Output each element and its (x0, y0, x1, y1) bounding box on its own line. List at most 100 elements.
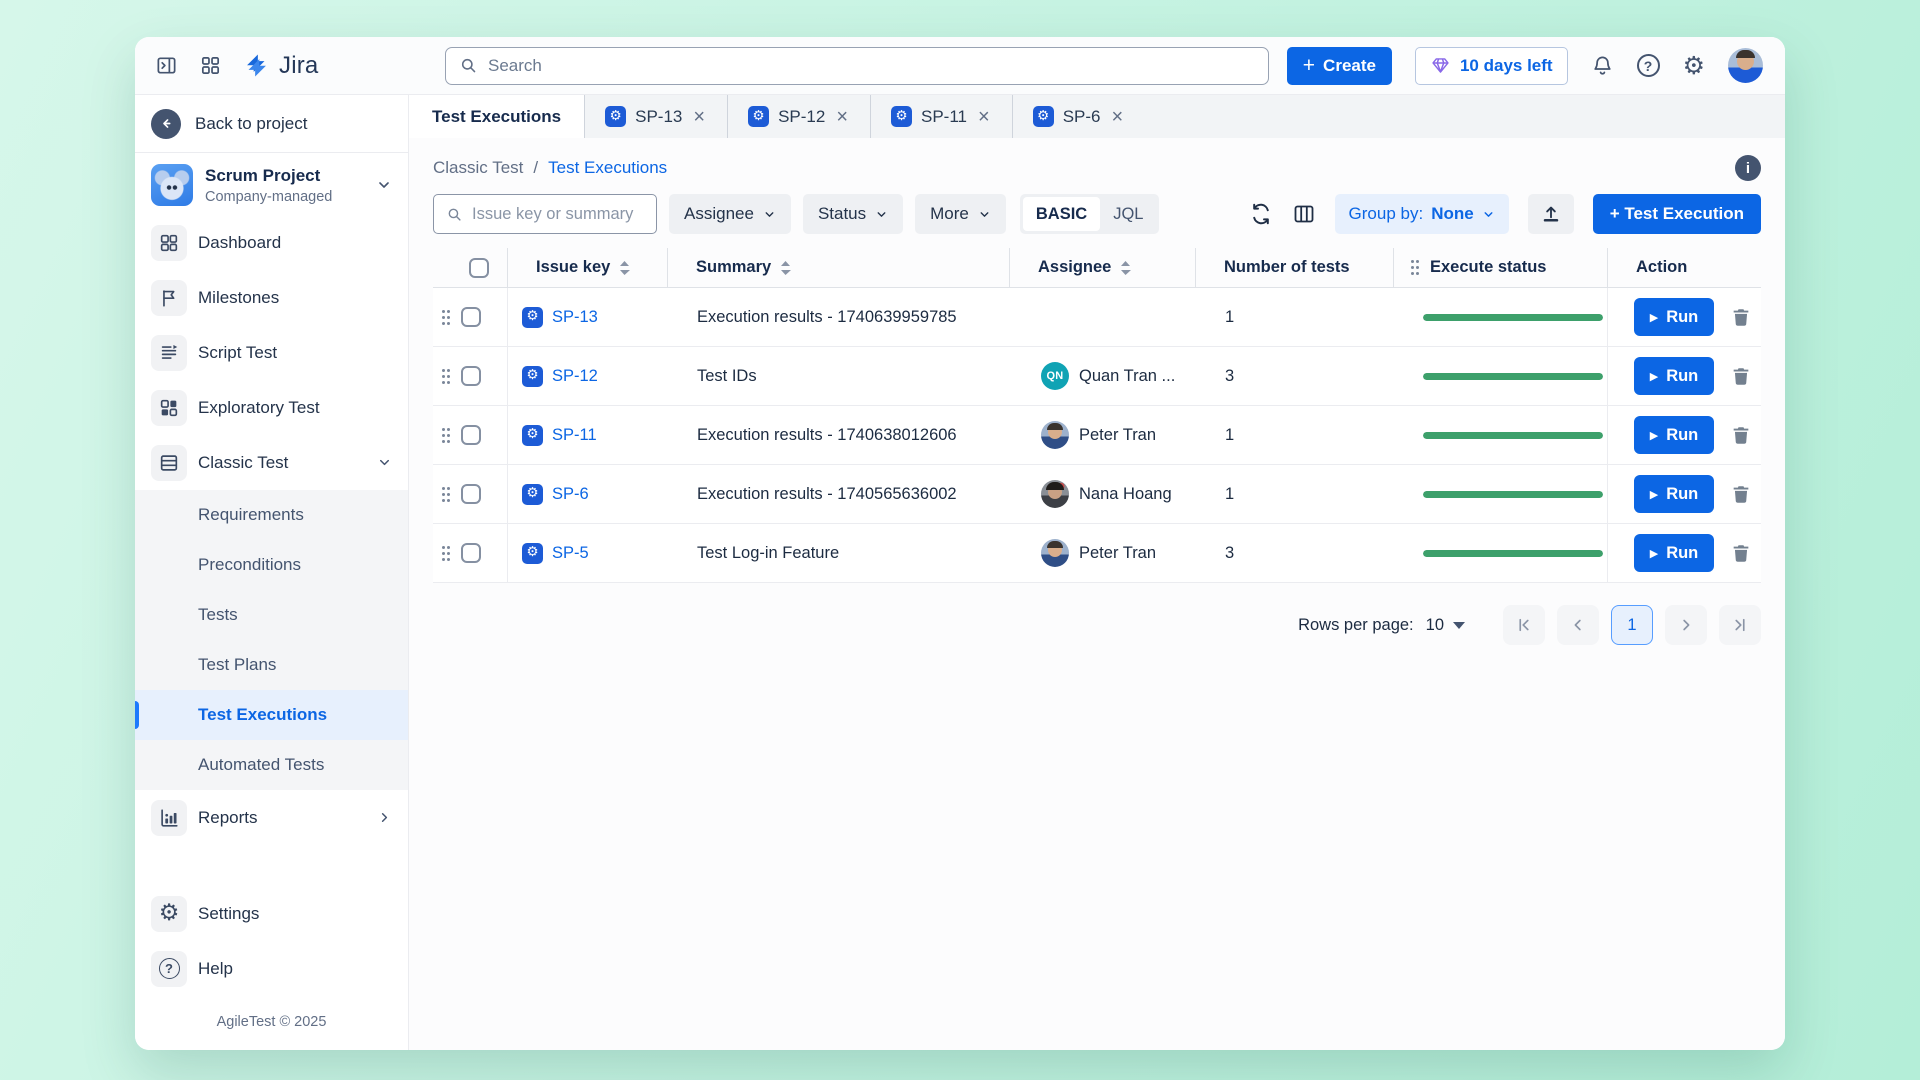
issue-key-link[interactable]: SP-13 (552, 308, 598, 327)
close-icon[interactable]: × (691, 105, 707, 129)
help-icon[interactable]: ? (1637, 54, 1660, 77)
info-icon[interactable]: i (1735, 155, 1761, 181)
avatar (1041, 539, 1069, 567)
status-filter-dropdown[interactable]: Status (803, 194, 903, 234)
sort-icon (1120, 260, 1131, 276)
column-header-issue-key[interactable]: Issue key (507, 248, 667, 287)
settings-gear-icon[interactable]: ⚙ (1683, 53, 1705, 78)
issue-filter-search[interactable] (433, 194, 657, 234)
sidebar-item-tests[interactable]: Tests (135, 590, 408, 640)
sidebar-item-help[interactable]: ? Help (135, 941, 408, 996)
close-icon[interactable]: × (976, 105, 992, 129)
issue-key-link[interactable]: SP-12 (552, 367, 598, 386)
first-page-button[interactable] (1503, 605, 1545, 645)
tab-sp-11[interactable]: ⚙ SP-11 × (870, 95, 1012, 138)
sidebar-item-reports[interactable]: Reports (135, 790, 408, 845)
row-checkbox[interactable] (461, 484, 481, 504)
run-button[interactable]: ▶Run (1634, 357, 1714, 395)
run-button[interactable]: ▶Run (1634, 298, 1714, 336)
drag-handle-icon[interactable] (441, 427, 451, 444)
issue-filter-input[interactable] (472, 205, 644, 224)
trial-days-left-button[interactable]: 10 days left (1415, 47, 1568, 85)
project-switcher[interactable]: Scrum Project Company-managed (135, 153, 408, 215)
sidebar-item-script-test[interactable]: Script Test (135, 325, 408, 380)
sidebar-item-classic-test[interactable]: Classic Test (135, 435, 408, 490)
delete-icon[interactable] (1730, 542, 1752, 564)
jira-logo[interactable]: Jira (243, 52, 318, 80)
row-checkbox[interactable] (461, 543, 481, 563)
issue-key-link[interactable]: SP-5 (552, 544, 589, 563)
assignee-cell: Peter Tran (1009, 406, 1195, 464)
next-page-button[interactable] (1665, 605, 1707, 645)
chevron-right-icon (377, 810, 392, 825)
back-to-project-button[interactable]: Back to project (135, 95, 408, 153)
summary-cell: Execution results - 1740639959785 (667, 288, 1009, 346)
page-number-button[interactable]: 1 (1611, 605, 1653, 645)
issue-key-link[interactable]: SP-6 (552, 485, 589, 504)
drag-handle-icon[interactable] (441, 368, 451, 385)
delete-icon[interactable] (1730, 483, 1752, 505)
run-button[interactable]: ▶Run (1634, 475, 1714, 513)
sidebar-item-requirements[interactable]: Requirements (135, 490, 408, 540)
close-icon[interactable]: × (1109, 105, 1125, 129)
question-icon: ? (151, 951, 187, 987)
tab-test-executions[interactable]: Test Executions (409, 95, 584, 138)
breadcrumb-parent[interactable]: Classic Test (433, 158, 523, 178)
mode-basic[interactable]: BASIC (1023, 197, 1100, 231)
assignee-filter-dropdown[interactable]: Assignee (669, 194, 791, 234)
close-icon[interactable]: × (834, 105, 850, 129)
global-search[interactable] (445, 47, 1269, 85)
avatar (1041, 421, 1069, 449)
sidebar-item-dashboard[interactable]: Dashboard (135, 215, 408, 270)
row-checkbox[interactable] (461, 425, 481, 445)
sidebar-item-test-executions[interactable]: Test Executions (135, 690, 408, 740)
search-icon (459, 56, 478, 75)
drag-handle-icon[interactable] (441, 486, 451, 503)
add-test-execution-button[interactable]: + Test Execution (1593, 194, 1761, 234)
column-header-number-of-tests[interactable]: Number of tests (1195, 248, 1393, 287)
breadcrumb-current[interactable]: Test Executions (548, 158, 667, 178)
notifications-bell-icon[interactable] (1591, 54, 1614, 77)
columns-icon[interactable] (1292, 202, 1316, 226)
table-row: ⚙ SP-13 Execution results - 174063995978… (433, 288, 1761, 347)
row-checkbox[interactable] (461, 366, 481, 386)
create-button[interactable]: + Create (1287, 47, 1392, 85)
drag-handle-icon[interactable] (441, 309, 451, 326)
run-button[interactable]: ▶Run (1634, 534, 1714, 572)
run-button[interactable]: ▶Run (1634, 416, 1714, 454)
row-checkbox[interactable] (461, 307, 481, 327)
column-header-summary[interactable]: Summary (667, 248, 1009, 287)
select-all-checkbox[interactable] (469, 258, 489, 278)
mode-jql[interactable]: JQL (1100, 205, 1156, 224)
last-page-button[interactable] (1719, 605, 1761, 645)
tab-sp-12[interactable]: ⚙ SP-12 × (727, 95, 870, 138)
delete-icon[interactable] (1730, 424, 1752, 446)
sidebar-item-exploratory-test[interactable]: Exploratory Test (135, 380, 408, 435)
sidebar-item-milestones[interactable]: Milestones (135, 270, 408, 325)
number-of-tests-cell: 1 (1195, 288, 1393, 346)
issue-key-link[interactable]: SP-11 (552, 426, 597, 445)
rows-per-page-value[interactable]: 10 (1426, 616, 1444, 635)
export-button[interactable] (1528, 194, 1574, 234)
caret-down-icon[interactable] (1453, 622, 1465, 629)
drag-handle-icon[interactable] (441, 545, 451, 562)
refresh-icon[interactable] (1249, 202, 1273, 226)
sidebar-item-test-plans[interactable]: Test Plans (135, 640, 408, 690)
group-by-dropdown[interactable]: Group by: None (1335, 194, 1509, 234)
delete-icon[interactable] (1730, 365, 1752, 387)
previous-page-button[interactable] (1557, 605, 1599, 645)
tab-sp-6[interactable]: ⚙ SP-6 × (1012, 95, 1145, 138)
breadcrumb: Classic Test / Test Executions i (433, 155, 1761, 181)
sidebar-item-preconditions[interactable]: Preconditions (135, 540, 408, 590)
user-avatar[interactable] (1728, 48, 1763, 83)
column-header-assignee[interactable]: Assignee (1009, 248, 1195, 287)
sidebar-item-automated-tests[interactable]: Automated Tests (135, 740, 408, 790)
delete-icon[interactable] (1730, 306, 1752, 328)
more-filter-dropdown[interactable]: More (915, 194, 1006, 234)
sidebar-toggle-icon[interactable] (155, 54, 178, 77)
column-header-execute-status[interactable]: Execute status (1393, 248, 1607, 287)
app-switcher-icon[interactable] (199, 54, 222, 77)
global-search-input[interactable] (488, 56, 1255, 76)
sidebar-item-settings[interactable]: ⚙ Settings (135, 886, 408, 941)
tab-sp-13[interactable]: ⚙ SP-13 × (584, 95, 727, 138)
